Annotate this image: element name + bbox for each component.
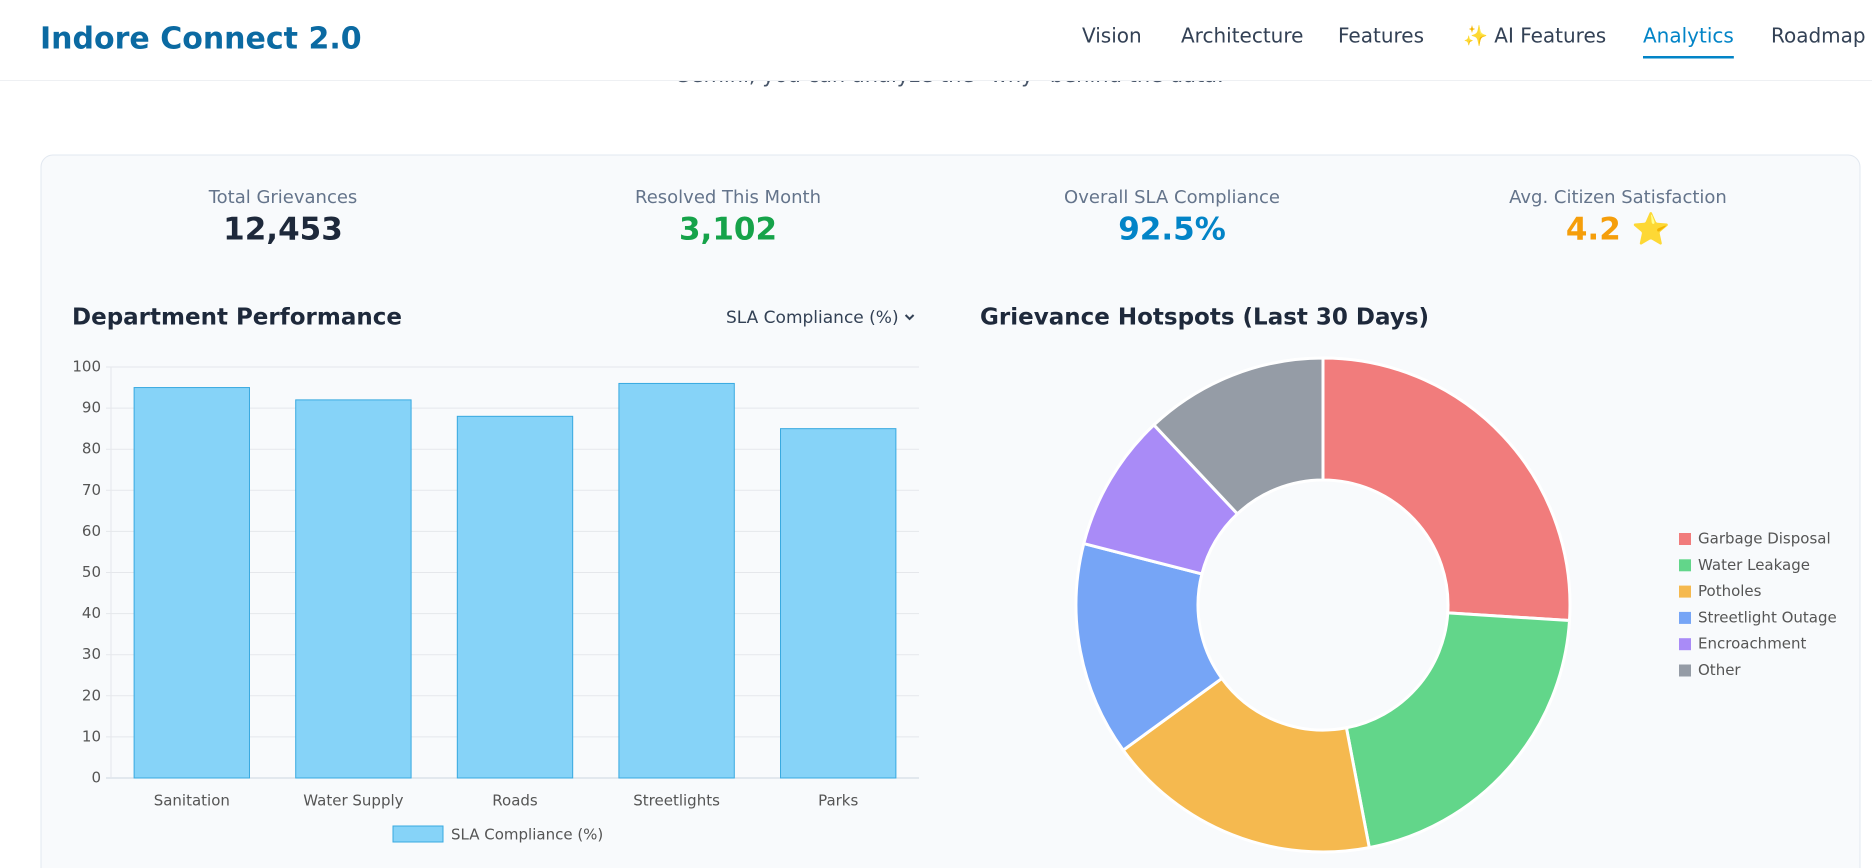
bar	[456, 415, 574, 779]
nav-link[interactable]: Roadmap	[1771, 24, 1866, 48]
bar	[780, 428, 897, 779]
brand-title[interactable]: Indore Connect 2.0	[40, 22, 362, 57]
legend-label: Streetlight Outage	[1698, 608, 1837, 626]
legend-swatch	[1679, 638, 1691, 651]
kpi-label: Avg. Citizen Satisfaction	[1509, 187, 1727, 208]
y-tick-label: 20	[82, 686, 101, 704]
pie-slice	[1151, 356, 1325, 516]
y-tick-label: 80	[82, 440, 101, 458]
y-tick-label: 40	[82, 604, 101, 622]
kpi-value: 12,453	[223, 212, 343, 248]
legend-swatch	[1679, 664, 1691, 677]
legend-label: Garbage Disposal	[1698, 530, 1831, 548]
pie-slice	[1321, 356, 1572, 623]
y-tick-label: 60	[82, 522, 101, 540]
legend-label: Encroachment	[1698, 635, 1807, 653]
y-tick-label: 70	[82, 481, 101, 499]
legend-label: Potholes	[1698, 582, 1762, 600]
bar	[295, 399, 412, 779]
y-tick-label: 0	[91, 769, 101, 787]
nav-link[interactable]: Vision	[1082, 24, 1142, 48]
legend-swatch	[392, 825, 444, 843]
legend-label: Water Leakage	[1698, 556, 1810, 574]
nav: Vision Architecture Features ✨ AI Features A…	[1082, 24, 1866, 59]
y-tick-label: 100	[72, 358, 101, 376]
charts: Department Performance SLA Compliance (%)…	[72, 305, 1837, 854]
x-tick-label: Streetlights	[633, 792, 720, 810]
bar	[618, 382, 735, 779]
kpi-value: 3,102	[679, 212, 777, 248]
selector-chevron[interactable]	[904, 314, 915, 321]
y-tick-label: 50	[82, 563, 101, 581]
nav-link[interactable]: ✨ AI Features	[1463, 24, 1606, 48]
x-tick-label: Water Supply	[303, 792, 403, 810]
kpi-row: Total Grievances 12,453 Resolved This Mont…	[208, 187, 1727, 248]
kpi-value: 4.2 ⭐	[1566, 211, 1670, 248]
legend-label: SLA Compliance (%)	[451, 826, 603, 844]
legend-label: Other	[1698, 661, 1741, 679]
x-tick-label: Roads	[492, 792, 538, 810]
metric-selector[interactable]: SLA Compliance (%)	[726, 308, 899, 328]
pie-slice	[1121, 676, 1372, 854]
legend-swatch	[1679, 611, 1691, 624]
kpi-value: 92.5%	[1118, 212, 1226, 248]
nav-link[interactable]: Architecture	[1181, 24, 1303, 48]
nav-link[interactable]: Analytics	[1643, 24, 1734, 48]
kpi-label: Total Grievances	[208, 187, 358, 208]
nav-link[interactable]: Features	[1338, 24, 1424, 48]
y-tick-label: 90	[82, 399, 101, 417]
y-tick-label: 30	[82, 645, 101, 663]
chart-title: Department Performance	[72, 305, 402, 331]
y-tick-label: 10	[82, 727, 101, 745]
bar	[133, 387, 250, 779]
kpi-label: Resolved This Month	[635, 187, 821, 208]
pie-slice	[1344, 611, 1572, 850]
legend-swatch	[1679, 585, 1691, 598]
x-tick-label: Parks	[818, 792, 858, 810]
x-tick-label: Sanitation	[154, 792, 230, 810]
nav-active-underline	[1643, 56, 1734, 59]
chart-title: Grievance Hotspots (Last 30 Days)	[980, 305, 1429, 331]
header-bar	[0, 0, 1872, 80]
kpi-label: Overall SLA Compliance	[1064, 187, 1280, 208]
legend-swatch	[1679, 559, 1691, 572]
pie-slice	[1074, 541, 1224, 753]
legend-swatch	[1679, 533, 1691, 545]
